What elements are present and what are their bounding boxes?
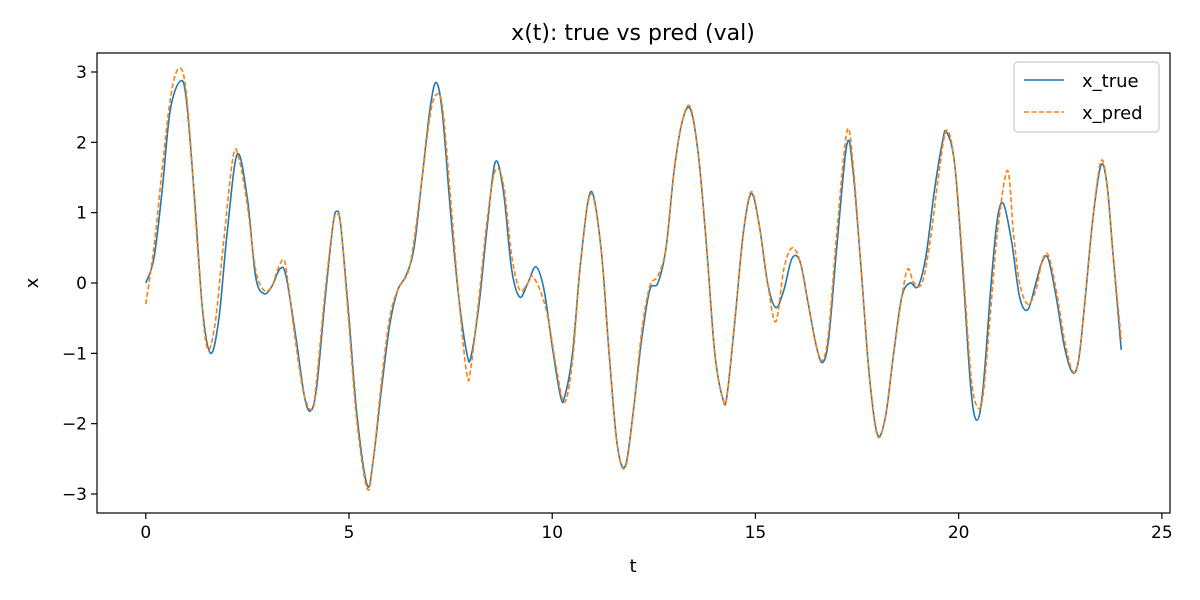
x-tick-label: 10 [541,523,563,543]
x-axis-label: t [629,556,636,577]
y-axis-label: x [22,277,43,288]
y-tick-label: 0 [76,274,87,294]
x-axis-ticks: 0 5 10 15 20 25 [140,513,1173,543]
x-tick-label: 0 [140,523,151,543]
y-tick-label: 3 [76,63,87,83]
y-tick-label: 1 [76,204,87,224]
x-tick-label: 15 [745,523,767,543]
x-tick-label: 25 [1151,523,1173,543]
plot-series [144,67,1123,492]
plot-frame [96,52,1171,514]
y-axis-ticks: −3 −2 −1 0 1 2 3 [62,63,97,505]
legend-label-x-pred: x_pred [1082,103,1143,124]
y-tick-label: −1 [62,344,87,364]
x-tick-label: 20 [948,523,970,543]
y-tick-label: −2 [62,415,87,435]
legend: x_true x_pred [1013,61,1160,133]
legend-label-x-true: x_true [1082,71,1139,92]
y-tick-label: 2 [76,133,87,153]
y-tick-label: −3 [62,485,87,505]
chart-title: x(t): true vs pred (val) [511,21,755,46]
x-tick-label: 5 [344,523,355,543]
series-line-x-pred [144,67,1123,492]
